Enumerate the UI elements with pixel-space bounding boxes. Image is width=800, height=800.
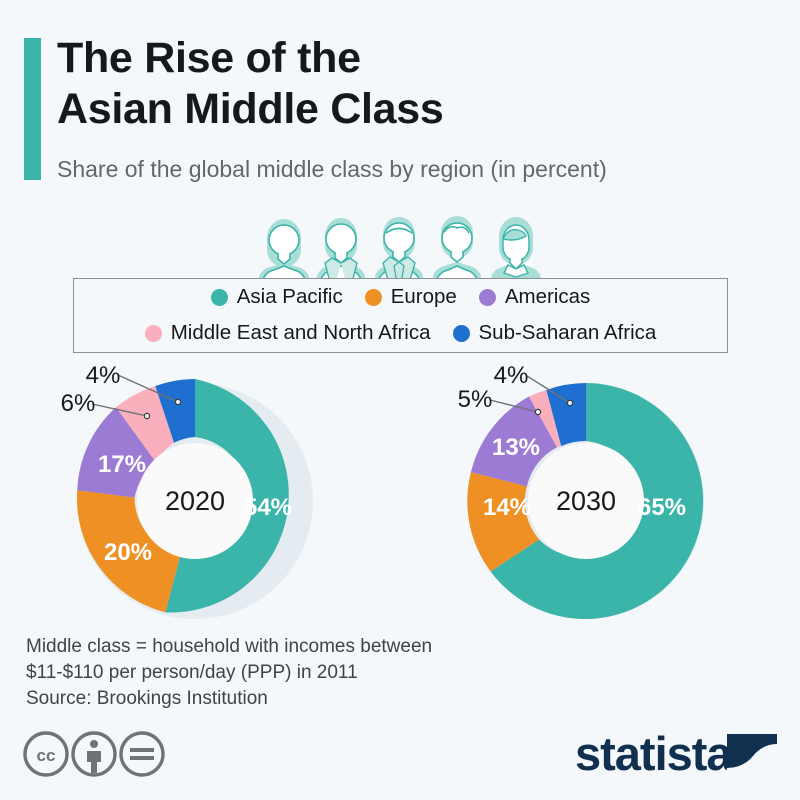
- legend-item-americas[interactable]: Americas: [478, 285, 591, 309]
- donut-slice-mena-2030[interactable]: [528, 390, 562, 448]
- title-line-1: The Rise of the: [57, 34, 361, 82]
- legend-item-sub-saharan-africa[interactable]: Sub-Saharan Africa: [452, 321, 657, 345]
- donut-slice-subsaharan-2020[interactable]: [155, 379, 195, 443]
- svg-text:cc: cc: [37, 746, 56, 765]
- donut-slice-asia-pacific-2030[interactable]: [490, 383, 704, 619]
- legend-item-asia-pacific[interactable]: Asia Pacific: [210, 285, 343, 309]
- leader-line-subsaharan-2030: [526, 375, 571, 404]
- attribution-person-icon[interactable]: [71, 731, 117, 777]
- legend-swatch-icon: [478, 288, 496, 306]
- leader-dot-subsaharan-2030: [566, 399, 574, 407]
- slice-label-americas-2020: 17%: [98, 451, 146, 478]
- donut-slice-europe-2020[interactable]: [76, 490, 181, 613]
- leader-line-subsaharan-2020: [117, 374, 179, 403]
- footnote-line-1: Middle class = household with incomes be…: [26, 636, 433, 657]
- legend-swatch-icon: [452, 324, 470, 342]
- legend-label: Asia Pacific: [236, 285, 343, 308]
- statista-mark-icon: [727, 734, 777, 774]
- callout-label-mena-2030: 5%: [458, 386, 493, 413]
- statista-logo[interactable]: statista: [575, 727, 780, 780]
- leader-dot-mena-2030: [534, 408, 542, 416]
- donut-slice-mena-2020[interactable]: [116, 386, 174, 463]
- footnote-line-2: $11-$110 per person/day (PPP) in 2011: [26, 662, 358, 683]
- no-derivatives-equals-icon[interactable]: [119, 731, 165, 777]
- callout-label-subsaharan-2030: 4%: [494, 362, 529, 389]
- title-accent-bar: [24, 38, 41, 180]
- slice-label-asia-pacific-2030: 65%: [638, 494, 686, 521]
- legend-swatch-icon: [144, 324, 162, 342]
- donut-slice-subsaharan-2030[interactable]: [546, 383, 586, 447]
- leader-dot-subsaharan-2020: [174, 398, 182, 406]
- title-line-2: Asian Middle Class: [57, 85, 444, 133]
- leader-line-mena-2030: [489, 399, 539, 413]
- leader-line-mena-2020: [91, 403, 148, 417]
- donut-charts: 2020 54% 20% 17% 6% 4%: [0, 355, 800, 630]
- legend-label: Middle East and North Africa: [170, 321, 431, 344]
- callout-label-mena-2020: 6%: [61, 390, 96, 417]
- donut-center-year-2030: 2030: [556, 486, 616, 516]
- legend-item-middle-east-north-africa[interactable]: Middle East and North Africa: [144, 321, 431, 345]
- slice-label-asia-pacific-2020: 54%: [244, 494, 292, 521]
- donut-chart-2020: 2020 54% 20% 17% 6% 4%: [61, 362, 313, 619]
- donut-center-year-2020: 2020: [165, 486, 225, 516]
- chart-legend: Asia Pacific Europe Americas Middle East…: [73, 278, 728, 353]
- callout-label-subsaharan-2020: 4%: [86, 362, 121, 389]
- legend-item-europe[interactable]: Europe: [364, 285, 457, 309]
- donut-slice-europe-2030[interactable]: [467, 472, 540, 572]
- slice-label-europe-2020: 20%: [104, 539, 152, 566]
- statista-wordmark: statista: [575, 728, 733, 780]
- footnote-source: Source: Brookings Institution: [26, 688, 268, 709]
- legend-swatch-icon: [210, 288, 228, 306]
- donut-slice-americas-2030[interactable]: [470, 396, 558, 487]
- legend-row-1: Asia Pacific Europe Americas: [74, 279, 727, 315]
- page-title: The Rise of the Asian Middle Class: [57, 33, 757, 135]
- legend-label: Europe: [390, 285, 457, 308]
- slice-label-americas-2030: 13%: [492, 434, 540, 461]
- footnote: Middle class = household with incomes be…: [26, 634, 546, 712]
- cc-icon[interactable]: cc: [23, 731, 69, 777]
- leader-dot-mena-2020: [143, 412, 151, 420]
- legend-label: Americas: [504, 285, 591, 308]
- legend-swatch-icon: [364, 288, 382, 306]
- donut-chart-2030: 2030 65% 14% 13% 5% 4%: [458, 362, 704, 619]
- legend-label: Sub-Saharan Africa: [478, 321, 657, 344]
- legend-row-2: Middle East and North Africa Sub-Saharan…: [74, 315, 727, 351]
- slice-label-europe-2030: 14%: [483, 494, 531, 521]
- page-subtitle: Share of the global middle class by regi…: [57, 156, 607, 182]
- license-badges: cc: [22, 730, 182, 778]
- donut-slice-americas-2020[interactable]: [77, 407, 157, 498]
